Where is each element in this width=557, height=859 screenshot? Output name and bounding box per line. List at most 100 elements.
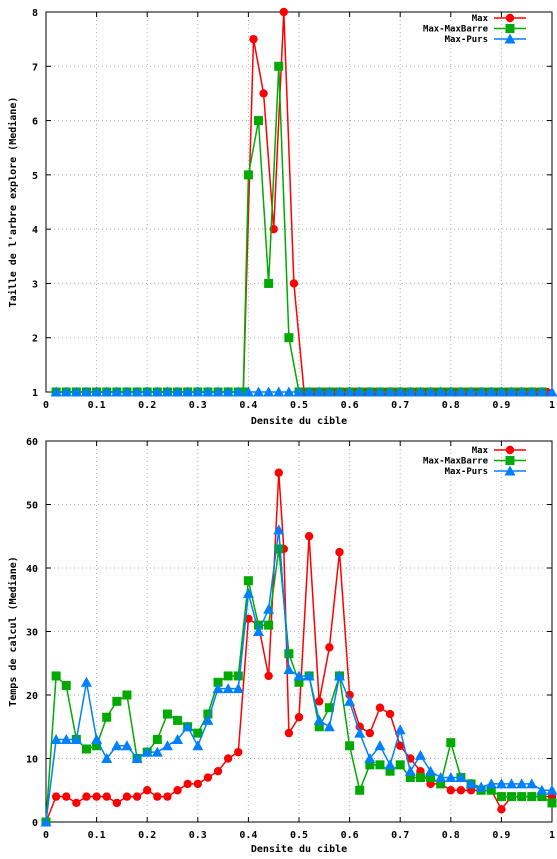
data-point <box>151 746 163 757</box>
data-point <box>203 709 213 719</box>
data-point <box>131 386 143 397</box>
legend-marker <box>504 465 516 476</box>
data-point <box>111 386 123 397</box>
y-tick-label: 5 <box>32 171 38 182</box>
data-point <box>259 89 268 98</box>
data-point <box>91 733 103 744</box>
y-axis-label: Taille de l'arbre explore (Mediane) <box>7 97 19 308</box>
data-point <box>315 697 324 706</box>
data-point <box>132 792 142 801</box>
data-point <box>162 709 172 719</box>
data-point <box>506 778 518 789</box>
data-point <box>263 386 275 397</box>
data-point <box>222 386 234 397</box>
data-point <box>60 733 72 744</box>
data-point <box>50 386 62 397</box>
data-point <box>344 386 356 397</box>
data-point <box>212 386 224 397</box>
data-point <box>202 714 214 725</box>
data-point <box>131 753 143 763</box>
x-tick-label: 0.3 <box>189 830 207 841</box>
x-tick-label: 0.5 <box>290 830 308 841</box>
data-point <box>143 786 152 795</box>
legend-marker <box>505 456 515 465</box>
data-point <box>279 7 289 17</box>
data-point <box>242 386 254 397</box>
x-tick-label: 0.5 <box>290 400 308 411</box>
data-point <box>40 816 52 827</box>
data-point <box>465 386 477 397</box>
data-point <box>405 773 415 783</box>
data-point <box>495 778 507 789</box>
data-point <box>213 677 223 687</box>
legend-label: Max-Purs <box>445 35 488 45</box>
data-point <box>249 34 258 44</box>
data-point <box>446 786 455 795</box>
data-point <box>517 792 527 802</box>
data-point <box>254 116 264 126</box>
data-point <box>172 386 184 397</box>
data-point <box>193 779 202 789</box>
data-point <box>274 544 284 554</box>
data-point <box>161 386 173 397</box>
data-point <box>182 386 194 397</box>
y-tick-label: 30 <box>26 628 38 639</box>
legend-marker <box>505 445 515 455</box>
y-tick-label: 60 <box>26 437 38 448</box>
data-point <box>456 786 466 795</box>
data-point <box>192 740 204 751</box>
data-point <box>425 386 437 397</box>
data-point <box>396 741 405 750</box>
data-point <box>223 754 233 763</box>
data-point <box>232 683 244 694</box>
x-tick-label: 0.4 <box>239 830 257 841</box>
data-point <box>335 547 344 557</box>
x-tick-label: 0 <box>43 830 49 841</box>
data-point <box>273 524 285 535</box>
y-tick-label: 7 <box>32 62 38 73</box>
data-point <box>527 792 537 802</box>
data-point <box>222 683 234 694</box>
y-tick-label: 3 <box>32 279 38 290</box>
series-line <box>45 472 552 823</box>
series-max-purs <box>40 524 557 827</box>
data-point <box>80 386 92 397</box>
data-point <box>141 386 153 397</box>
data-point <box>445 772 457 783</box>
legend-marker <box>505 13 515 23</box>
y-tick-label: 1 <box>32 388 38 399</box>
chart-2: 0 0.1 0.2 0.3 0.4 0.5 0.6 0.7 0.8 0.9 101020304050… <box>7 437 557 855</box>
data-point <box>414 386 426 397</box>
data-point <box>526 778 538 789</box>
data-point <box>446 738 456 748</box>
x-tick-label: 0.3 <box>189 400 207 411</box>
data-point <box>92 792 101 801</box>
y-tick-label: 20 <box>26 691 38 702</box>
x-tick-label: 0.2 <box>138 400 156 411</box>
data-point <box>294 677 304 687</box>
data-point <box>314 722 324 732</box>
data-point <box>385 709 395 719</box>
data-point <box>284 333 294 343</box>
data-point <box>242 587 254 598</box>
data-point <box>475 781 487 792</box>
data-point <box>497 805 506 814</box>
data-point <box>384 759 396 770</box>
data-point <box>173 786 182 795</box>
data-point <box>445 386 457 397</box>
x-tick-label: 0.6 <box>341 400 359 411</box>
data-point <box>303 670 315 681</box>
data-point <box>455 772 467 783</box>
data-point <box>394 386 406 397</box>
data-point <box>507 792 517 802</box>
x-tick-label: 0.8 <box>442 400 460 411</box>
data-point <box>385 766 395 776</box>
y-tick-label: 40 <box>26 564 38 575</box>
x-tick-label: 0.7 <box>391 400 409 411</box>
y-tick-label: 4 <box>32 225 38 236</box>
legend-label: Max-MaxBarre <box>423 457 489 467</box>
data-point <box>70 733 82 744</box>
data-point <box>546 784 557 795</box>
data-point <box>475 386 487 397</box>
data-point <box>537 792 547 802</box>
